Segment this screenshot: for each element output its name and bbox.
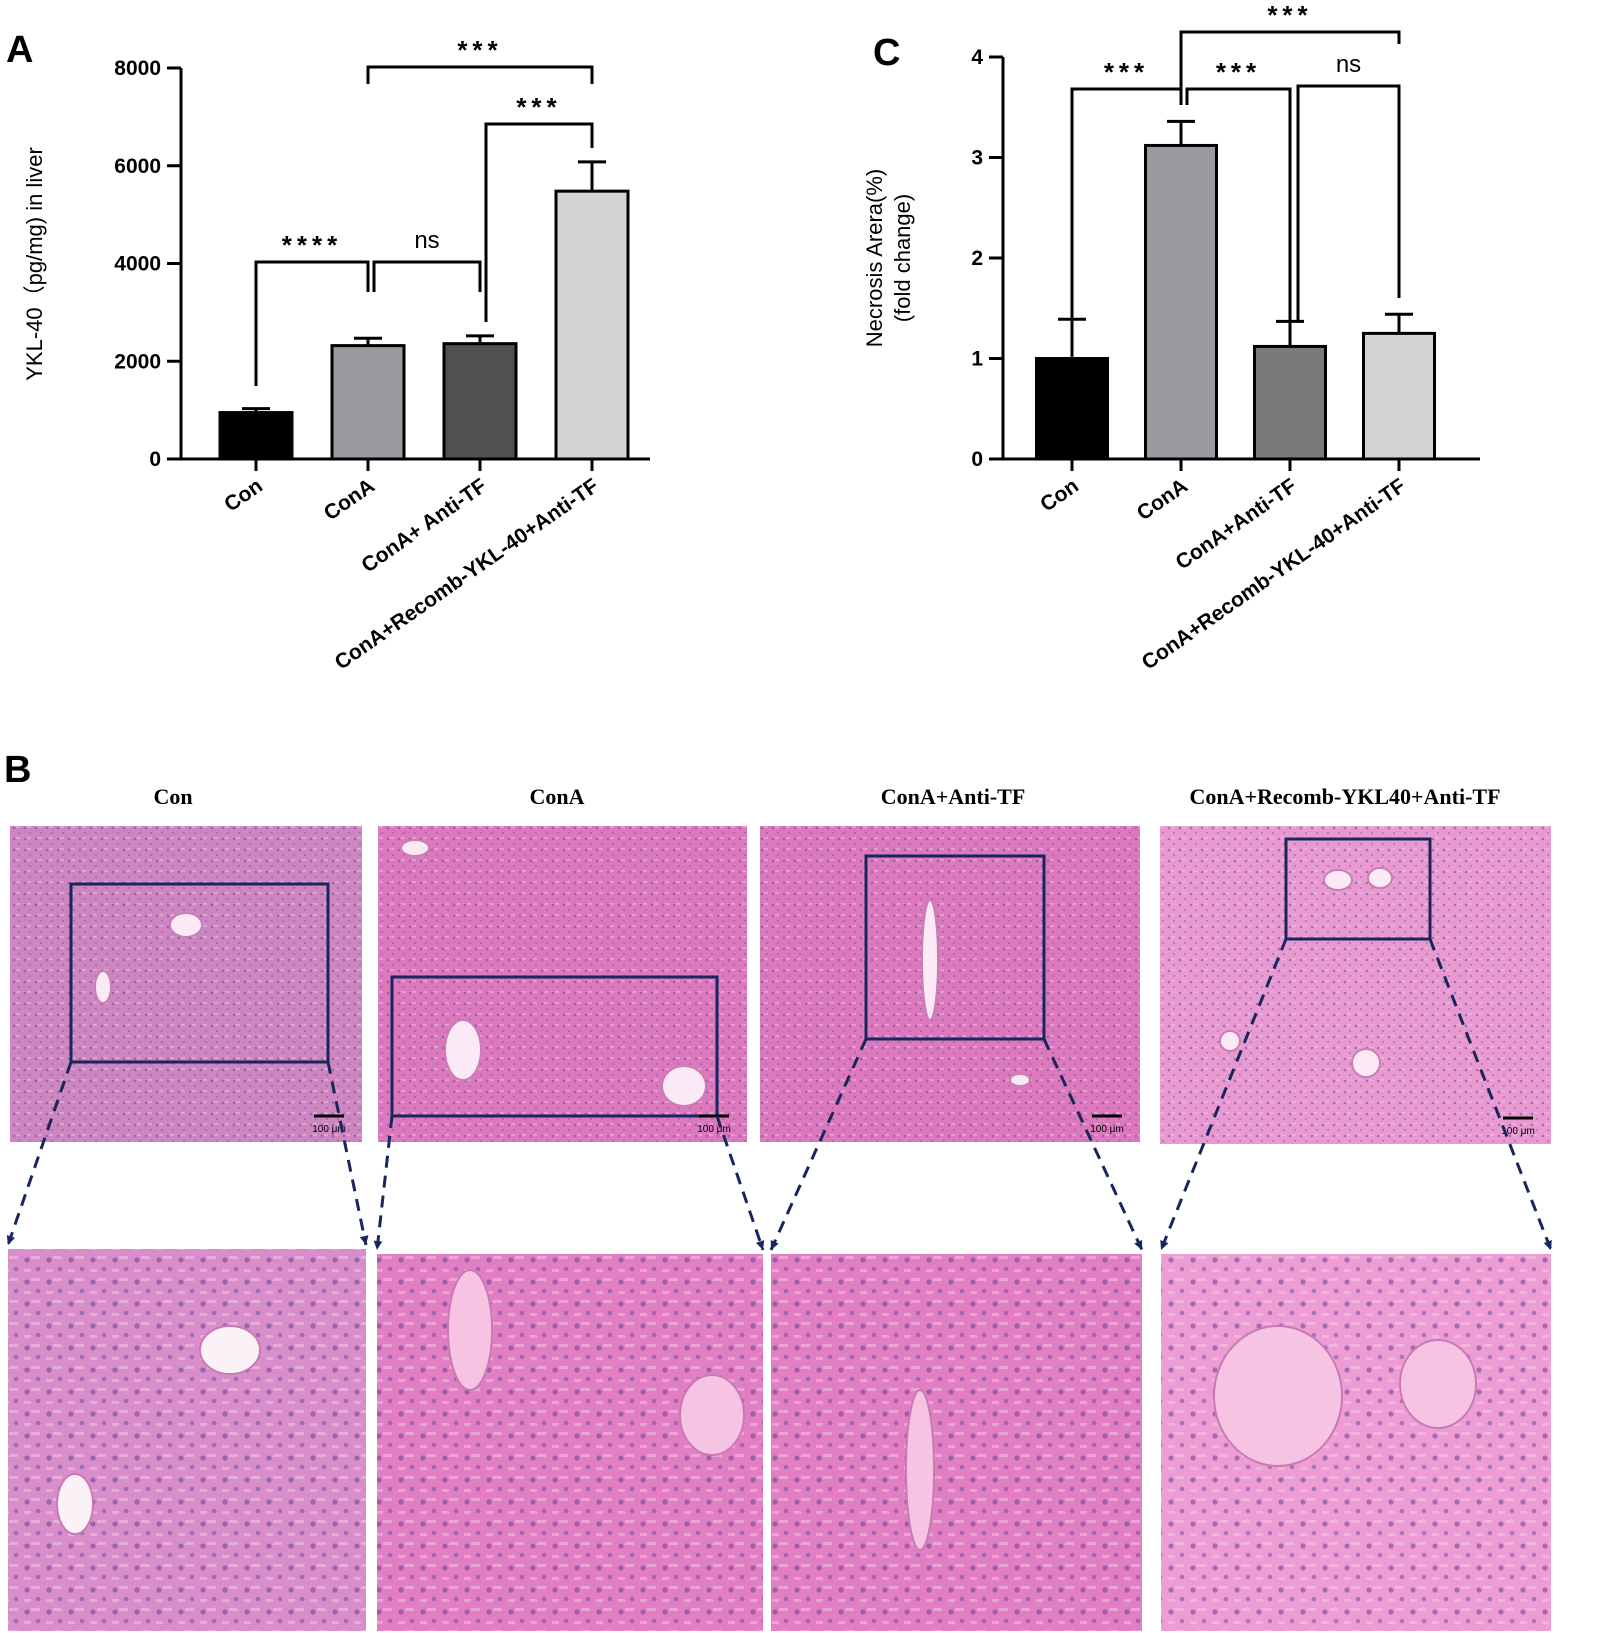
bar bbox=[218, 411, 294, 461]
x-tick-label: Con bbox=[1036, 474, 1083, 516]
vessel bbox=[447, 1269, 493, 1391]
significance-label: **** bbox=[282, 230, 342, 260]
histology-title: Con bbox=[153, 784, 192, 809]
vessel bbox=[94, 970, 112, 1004]
zoom-region-box bbox=[390, 975, 719, 1118]
bar bbox=[1035, 357, 1109, 461]
significance-bracket bbox=[1179, 30, 1401, 102]
arrow-head bbox=[6, 1235, 16, 1245]
vessel bbox=[1009, 1073, 1031, 1087]
zoom-connector bbox=[1159, 938, 1288, 1251]
scale-bar-label: 100 μm bbox=[697, 1124, 731, 1135]
x-tick-label: Con bbox=[220, 474, 267, 516]
y-axis-label: Necrosis Arera(%) bbox=[862, 169, 887, 347]
vessel bbox=[1219, 1030, 1241, 1052]
vessel bbox=[56, 1473, 94, 1535]
y-tick-label: 4 bbox=[971, 46, 983, 69]
histology-texture bbox=[760, 826, 1140, 1142]
vessel bbox=[400, 839, 430, 857]
zoom-region-box bbox=[69, 882, 330, 1064]
y-tick-label: 8000 bbox=[114, 57, 161, 80]
significance-label: ns bbox=[1336, 51, 1361, 78]
vessel bbox=[1351, 1048, 1381, 1078]
histology-title: ConA+Anti-TF bbox=[881, 784, 1026, 809]
arrow-head bbox=[1543, 1240, 1552, 1250]
zoom-region-box bbox=[864, 854, 1046, 1041]
significance-bracket bbox=[366, 65, 594, 84]
significance-bracket bbox=[372, 260, 482, 292]
x-tick-label: ConA bbox=[1133, 474, 1192, 525]
zoom-connector bbox=[326, 1061, 368, 1246]
vessel bbox=[905, 1389, 935, 1551]
significance-label: ns bbox=[414, 227, 439, 254]
histology-title: ConA+Recomb-YKL40+Anti-TF bbox=[1189, 784, 1500, 809]
y-tick-label: 2000 bbox=[114, 350, 161, 373]
significance-label: *** bbox=[1267, 0, 1312, 30]
y-tick-label: 4000 bbox=[114, 253, 161, 276]
histology-zoom-texture bbox=[8, 1249, 366, 1631]
histology-panel: Con 100 μm ConA 100 μm ConA+Anti-TF 100 μm Con… bbox=[6, 784, 1553, 1631]
bar bbox=[1362, 331, 1436, 461]
arrow-head bbox=[755, 1240, 765, 1250]
panel-letter-a: A bbox=[6, 29, 33, 71]
zoom-connector bbox=[6, 1061, 73, 1246]
y-tick-label: 3 bbox=[971, 147, 983, 170]
vessel bbox=[1399, 1339, 1477, 1429]
vessel bbox=[1367, 867, 1393, 889]
vessel bbox=[679, 1374, 745, 1456]
scale-bar-label: 100 μm bbox=[1090, 1124, 1124, 1135]
chart-c: 0 1 2 3 4 Necrosis Arera(%) (fold change) Con Co… bbox=[862, 0, 1480, 674]
vessel bbox=[1213, 1325, 1343, 1467]
x-tick-label: ConA bbox=[320, 474, 379, 525]
arrow-head bbox=[770, 1240, 779, 1250]
bar bbox=[330, 344, 406, 461]
arrow-head bbox=[1134, 1240, 1143, 1250]
significance-label: *** bbox=[1104, 57, 1149, 87]
significance-bracket bbox=[1296, 84, 1401, 322]
histology-title: ConA bbox=[529, 784, 584, 809]
vessel bbox=[444, 1019, 482, 1081]
significance-bracket bbox=[254, 260, 370, 386]
scale-bar-label: 100 μm bbox=[312, 1124, 346, 1135]
bar bbox=[442, 342, 518, 461]
y-tick-label: 6000 bbox=[114, 155, 161, 178]
significance-label: *** bbox=[516, 92, 561, 122]
significance-label: *** bbox=[1216, 57, 1261, 87]
y-tick-label: 0 bbox=[971, 448, 983, 471]
significance-bracket bbox=[1185, 87, 1292, 322]
zoom-connector bbox=[715, 1115, 765, 1251]
vessel bbox=[1323, 869, 1353, 891]
bar bbox=[1144, 143, 1218, 461]
y-axis-label: YKL-40（pg/mg) in liver bbox=[22, 147, 47, 381]
arrow-head bbox=[373, 1240, 383, 1250]
significance-bracket bbox=[484, 122, 594, 322]
histology-texture bbox=[10, 826, 362, 1142]
y-tick-label: 2 bbox=[971, 247, 983, 270]
vessel bbox=[169, 912, 203, 938]
bar bbox=[1253, 344, 1327, 461]
vessel bbox=[199, 1325, 261, 1375]
zoom-region-box bbox=[1284, 837, 1432, 941]
panel-letter-c: C bbox=[873, 32, 900, 74]
histology-zoom-texture bbox=[771, 1254, 1142, 1631]
arrow-head bbox=[359, 1235, 369, 1245]
scale-bar-label: 100 μm bbox=[1501, 1126, 1535, 1137]
panel-letter-b: B bbox=[4, 749, 31, 791]
zoom-connector bbox=[1428, 938, 1553, 1251]
zoom-connector bbox=[375, 1115, 394, 1251]
y-tick-label: 0 bbox=[149, 448, 161, 471]
chart-a: 0 2000 4000 6000 8000 YKL-40（pg/mg) in liver C… bbox=[22, 35, 650, 674]
y-axis-label-2: (fold change) bbox=[890, 194, 915, 322]
y-tick-label: 1 bbox=[971, 348, 983, 371]
histology-zoom-texture bbox=[1161, 1254, 1551, 1631]
vessel bbox=[661, 1065, 707, 1107]
bar bbox=[554, 189, 630, 461]
significance-label: *** bbox=[457, 35, 502, 65]
arrow-head bbox=[1160, 1240, 1169, 1250]
vessel bbox=[921, 899, 939, 1021]
